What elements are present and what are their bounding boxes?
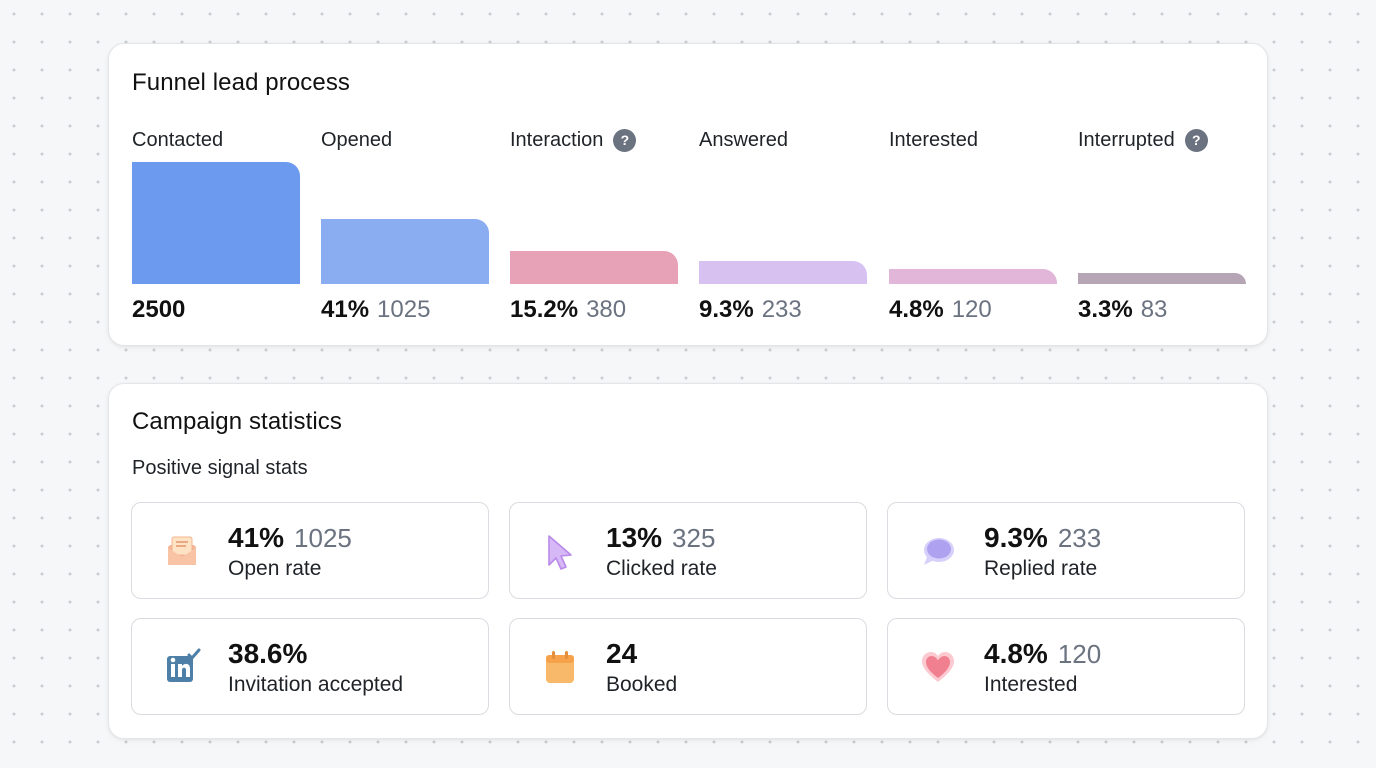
stat-tile-clicked-rate[interactable]: 13% 325 Clicked rate xyxy=(509,502,867,599)
stage-label: Interrupted xyxy=(1078,128,1175,151)
stage-label: Contacted xyxy=(132,128,224,151)
linkedin-check-icon xyxy=(167,648,201,682)
tile-percent: 4.8% xyxy=(984,638,1048,669)
tile-count: 325 xyxy=(672,523,716,553)
stage-header: Contacted xyxy=(132,126,223,154)
stage-count: 83 xyxy=(1140,296,1168,323)
stage-count: 380 xyxy=(586,296,627,323)
stage-count: 2500 xyxy=(132,296,186,323)
funnel-stage-opened[interactable]: Opened 41% 1025 xyxy=(321,124,489,330)
tile-text: 13% 325 Clicked rate xyxy=(606,521,717,581)
stage-percent: 15.2% xyxy=(510,296,579,323)
envelope-icon xyxy=(168,536,196,565)
stage-count: 120 xyxy=(951,296,992,323)
funnel-bar-interaction[interactable] xyxy=(510,251,678,284)
stage-values: 2500 xyxy=(132,296,185,324)
funnel-stage-interaction[interactable]: Interaction ? 15.2% 380 xyxy=(510,124,678,330)
cursor-icon xyxy=(548,535,572,570)
tile-percent: 9.3% xyxy=(984,522,1048,553)
funnel-stage-interested[interactable]: Interested 4.8% 120 xyxy=(889,124,1057,330)
bar-area xyxy=(699,162,867,284)
tile-label: Replied rate xyxy=(984,557,1098,580)
tile-percent: 41% xyxy=(228,522,285,553)
tile-value: 24 xyxy=(606,637,677,671)
tile-value: 13% 325 xyxy=(606,521,717,555)
stage-label: Answered xyxy=(699,128,788,151)
tile-text: 4.8% 120 Interested xyxy=(984,637,1101,697)
tile-value: 41% 1025 xyxy=(228,521,352,555)
stat-tile-booked[interactable]: 24 Booked xyxy=(509,618,867,715)
stats-title: Campaign statistics xyxy=(132,408,342,435)
tile-text: 38.6% Invitation accepted xyxy=(228,637,403,697)
stage-header: Interrupted ? xyxy=(1078,126,1208,154)
funnel-bar-answered[interactable] xyxy=(699,261,867,284)
tile-count: 1025 xyxy=(294,523,352,553)
stage-header: Interaction ? xyxy=(510,126,637,154)
stage-label: Interaction xyxy=(510,128,604,151)
stage-percent: 4.8% xyxy=(889,296,944,323)
stage-count: 1025 xyxy=(377,296,431,323)
tile-count: 233 xyxy=(1057,523,1102,553)
bar-area xyxy=(321,162,489,284)
calendar-icon xyxy=(546,651,574,683)
tile-label: Invitation accepted xyxy=(228,673,404,696)
stage-percent: 3.3% xyxy=(1078,296,1133,323)
stage-label: Interested xyxy=(889,128,978,151)
chat-bubble-icon xyxy=(924,538,954,565)
tile-percent: 24 xyxy=(606,638,638,669)
stat-tile-interested[interactable]: 4.8% 120 Interested xyxy=(887,618,1245,715)
tile-percent: 38.6% xyxy=(228,638,308,669)
stage-header: Answered xyxy=(699,126,788,154)
stage-percent: 9.3% xyxy=(699,296,754,323)
stage-values: 4.8% 120 xyxy=(889,296,992,324)
stat-tile-invitation-accepted[interactable]: 38.6% Invitation accepted xyxy=(131,618,489,715)
stat-tile-replied-rate[interactable]: 9.3% 233 Replied rate xyxy=(887,502,1245,599)
stage-count: 233 xyxy=(761,296,802,323)
tile-label: Open rate xyxy=(228,557,322,580)
tile-label: Booked xyxy=(606,673,678,696)
bar-area xyxy=(889,162,1057,284)
tile-text: 9.3% 233 Replied rate xyxy=(984,521,1101,581)
stage-values: 41% 1025 xyxy=(321,296,430,324)
stats-subtitle: Positive signal stats xyxy=(132,457,308,479)
tile-value: 4.8% 120 xyxy=(984,637,1101,671)
campaign-stats-card: Campaign statistics Positive signal stat… xyxy=(108,383,1268,739)
tile-text: 41% 1025 Open rate xyxy=(228,521,352,581)
stage-values: 9.3% 233 xyxy=(699,296,802,324)
stage-header: Opened xyxy=(321,126,392,154)
funnel-bar-interrupted[interactable] xyxy=(1078,273,1246,284)
funnel-title: Funnel lead process xyxy=(132,69,351,96)
help-icon[interactable]: ? xyxy=(613,128,637,152)
help-icon[interactable]: ? xyxy=(1184,128,1208,152)
bar-area xyxy=(510,162,678,284)
funnel-card: Funnel lead process Contacted 2500 Opene… xyxy=(108,43,1268,346)
tile-value: 38.6% xyxy=(228,637,403,671)
tile-count: 120 xyxy=(1057,639,1102,669)
funnel-bar-contacted[interactable] xyxy=(132,162,300,284)
heart-icon xyxy=(922,652,954,682)
stat-tile-open-rate[interactable]: 41% 1025 Open rate xyxy=(131,502,489,599)
funnel-stage-contacted[interactable]: Contacted 2500 xyxy=(132,124,300,330)
bar-area xyxy=(1078,162,1246,284)
funnel-stage-interrupted[interactable]: Interrupted ? 3.3% 83 xyxy=(1078,124,1246,330)
stage-header: Interested xyxy=(889,126,978,154)
stage-values: 15.2% 380 xyxy=(510,296,626,324)
stage-percent: 41% xyxy=(321,296,370,323)
tile-percent: 13% xyxy=(606,522,663,553)
stage-label: Opened xyxy=(321,128,393,151)
stage-values: 3.3% 83 xyxy=(1078,296,1167,324)
tile-value: 9.3% 233 xyxy=(984,521,1101,555)
bar-area xyxy=(132,162,300,284)
funnel-stage-answered[interactable]: Answered 9.3% 233 xyxy=(699,124,867,330)
funnel-bar-opened[interactable] xyxy=(321,219,489,284)
tile-text: 24 Booked xyxy=(606,637,677,697)
tile-label: Clicked rate xyxy=(606,557,717,580)
tile-label: Interested xyxy=(984,673,1078,696)
funnel-bar-interested[interactable] xyxy=(889,269,1057,284)
